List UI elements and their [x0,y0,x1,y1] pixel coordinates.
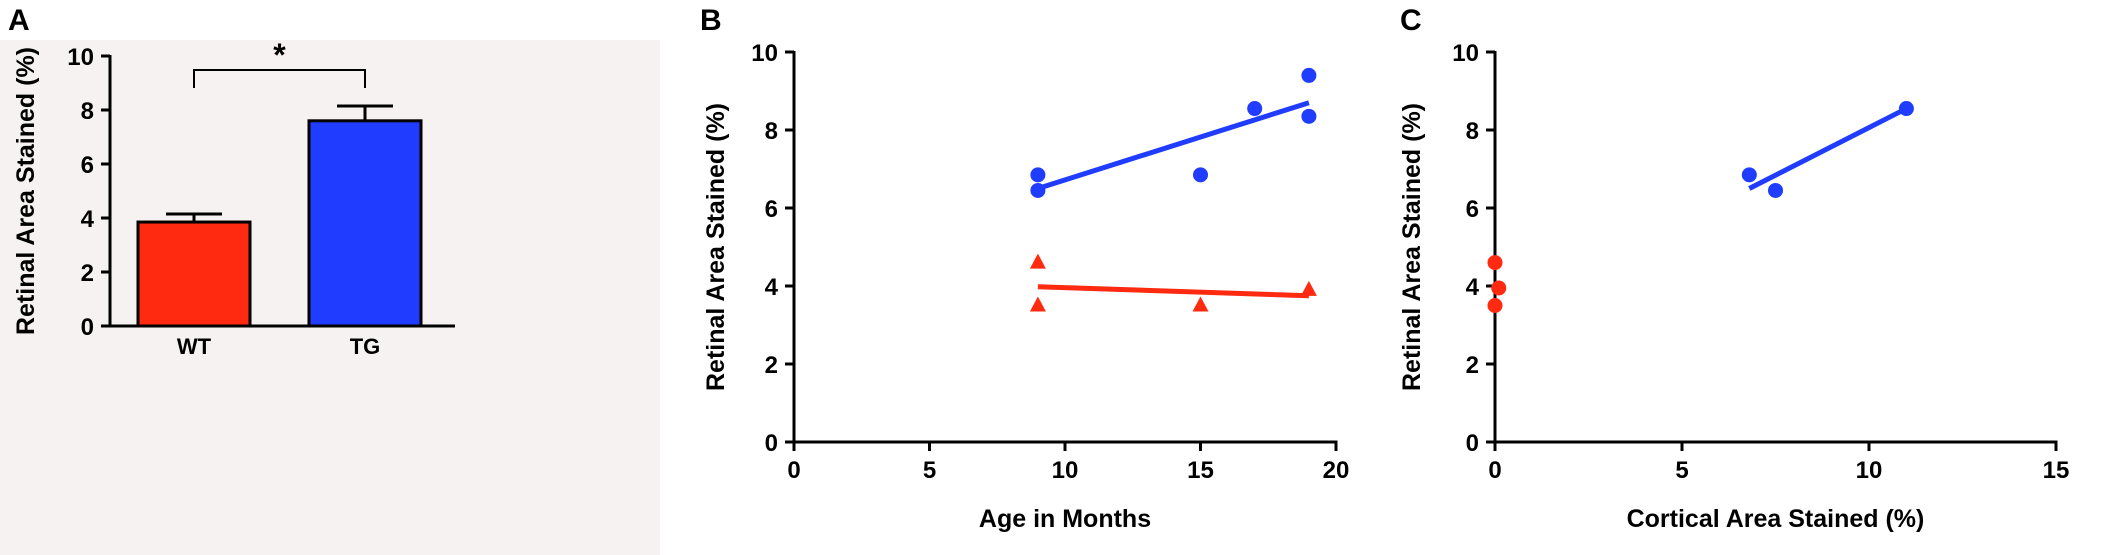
panel-a-y-tick-labels: 0 2 4 6 8 10 WT TG [67,44,380,359]
panel-b-marks [785,50,1338,451]
panel-a-x-tick-label: WT [177,334,212,359]
panel-a-x-tick-label: TG [350,334,381,359]
panel-b-tick-labels: 0 2 4 6 8 10 0 5 10 15 20 [751,40,1349,484]
panel-a-y-tick-label: 6 [81,152,94,179]
panel-fit-line [1748,106,1908,191]
panel-a: A 0 2 4 6 8 10 WT TG * Retinal Area Stained (%) [8,4,455,359]
panel-data-point-circle [1247,101,1263,117]
panel-c-x-axis-label: Cortical Area Stained (%) [1627,505,1925,533]
panel-c: C 0 2 4 6 8 10 0 5 10 15 Retinal Area Stained (%)… [1398,4,2069,533]
panel-y-tick-label: 4 [1466,274,1480,301]
panel-a-bar-wt [136,220,252,328]
panel-x-tick-label: 20 [1323,457,1350,484]
panel-data-point-circle [1768,182,1783,198]
panel-data-point-circle [1487,298,1503,313]
panel-data-point-triangle [1029,296,1046,312]
panel-data-point-circle [1301,67,1317,83]
panel-y-tick-label: 4 [765,274,779,301]
panel-y-tick-label: 6 [1466,196,1479,223]
panel-c-tick-labels: 0 2 4 6 8 10 0 5 10 15 [1452,40,2069,484]
panel-y-tick-label: 8 [1466,118,1479,145]
panel-data-point-circle [1898,101,1914,117]
panel-a-significance-label: * [273,37,286,73]
panel-y-tick-label: 10 [1452,40,1479,67]
panel-x-tick-label: 0 [787,457,800,484]
panel-y-tick-label: 0 [765,430,778,457]
panel-x-tick-label: 5 [1675,457,1688,484]
panel-a-y-axis-label: Retinal Area Stained (%) [12,47,40,335]
panel-y-tick-label: 10 [751,40,778,67]
panel-a-y-tick-label: 10 [67,44,94,71]
panel-a-y-tick-label: 8 [81,98,94,125]
panel-data-point-circle [1741,167,1757,183]
panel-data-point-circle [1030,182,1046,198]
panel-x-tick-label: 15 [2043,457,2070,484]
panel-data-point-circle [1487,255,1503,271]
panel-data-point-circle [1193,167,1208,183]
panel-a-y-tick-label: 4 [81,206,95,233]
panel-x-tick-label: 10 [1052,457,1079,484]
panel-data-point-triangle [1192,296,1209,312]
panel-x-tick-label: 0 [1488,457,1501,484]
panel-y-tick-label: 0 [1466,430,1479,457]
panel-y-tick-label: 2 [1466,352,1479,379]
panel-a-bar-tg [307,119,423,328]
panel-a-marks: * [101,37,455,328]
panel-c-y-axis-label: Retinal Area Stained (%) [1398,103,1426,391]
panel-y-tick-label: 6 [765,196,778,223]
panel-x-tick-label: 10 [1856,457,1883,484]
panel-a-y-tick-label: 0 [81,314,94,341]
panel-data-point-circle [1301,108,1317,124]
panel-fit-line [1037,100,1310,191]
panel-x-tick-label: 5 [923,457,936,484]
panel-fit-line [1037,284,1309,299]
panel-data-point-triangle [1029,253,1046,269]
panel-b: B 0 2 4 6 8 10 0 5 10 15 20 Retinal Area Stained (… [700,4,1349,533]
panel-data-point-circle [1030,167,1046,183]
panel-data-point-triangle [1300,280,1317,296]
panel-data-point-circle [1491,280,1507,296]
panel-b-label: B [700,4,722,37]
panel-y-tick-label: 2 [765,352,778,379]
panel-b-x-axis-label: Age in Months [979,505,1151,533]
panel-c-marks [1486,50,2058,451]
panel-c-label: C [1400,4,1422,37]
panel-a-label: A [8,4,30,37]
panel-x-tick-label: 15 [1187,457,1214,484]
panel-y-tick-label: 8 [765,118,778,145]
panel-b-y-axis-label: Retinal Area Stained (%) [702,103,730,391]
panel-a-significance-bracket [193,69,366,88]
panel-a-y-tick-label: 2 [81,260,94,287]
